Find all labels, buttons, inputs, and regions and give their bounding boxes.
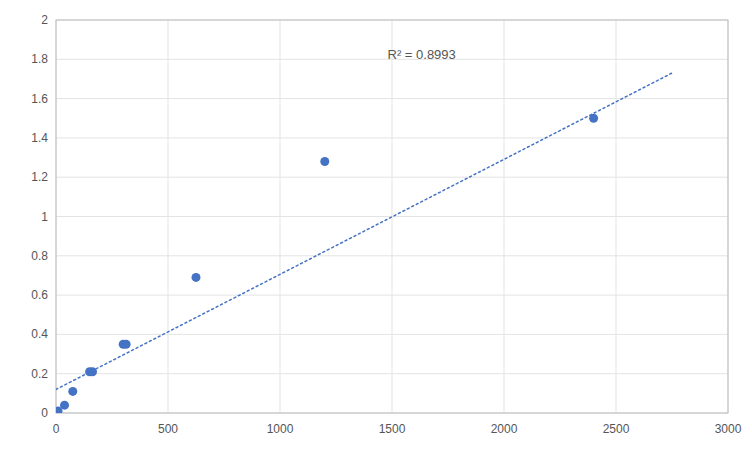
chart-container: 0 500 1000 1500 2000 2500 3000 0 0.2 0.4 0.6 0.8 1 1.… bbox=[0, 0, 752, 451]
chart: 0 500 1000 1500 2000 2500 3000 0 0.2 0.4 0.6 0.8 1 1.… bbox=[0, 0, 752, 451]
y-tick-label: 1.6 bbox=[31, 92, 48, 106]
y-tick-label: 1.4 bbox=[31, 131, 48, 145]
scatter-point bbox=[122, 340, 131, 349]
x-tick-label: 2500 bbox=[603, 422, 630, 436]
grid-line-y bbox=[56, 255, 728, 256]
y-tick-label: 0 bbox=[41, 406, 48, 420]
plot-frame bbox=[56, 20, 728, 413]
tick-labels: 0 500 1000 1500 2000 2500 3000 0 0.2 0.4 0.6 0.8 1 1.… bbox=[31, 13, 741, 436]
scatter-point bbox=[68, 387, 77, 396]
x-tick-label: 0 bbox=[53, 422, 60, 436]
y-tick-label: 0.6 bbox=[31, 288, 48, 302]
plot-area bbox=[56, 73, 672, 413]
y-tick-label: 1 bbox=[41, 210, 48, 224]
x-tick-label: 1500 bbox=[379, 422, 406, 436]
x-tick-label: 3000 bbox=[715, 422, 742, 436]
y-tick-label: 1.8 bbox=[31, 52, 48, 66]
grid-line-y bbox=[56, 177, 728, 178]
x-tick-label: 1000 bbox=[267, 422, 294, 436]
grid bbox=[56, 20, 728, 413]
annotation: R² = 0.8993 bbox=[388, 47, 456, 62]
grid-line-y bbox=[56, 98, 728, 99]
grid-line-y bbox=[56, 334, 728, 335]
scatter-point bbox=[320, 157, 329, 166]
grid-line-y bbox=[56, 373, 728, 374]
y-tick-label: 1.2 bbox=[31, 170, 48, 184]
x-tick-label: 2000 bbox=[491, 422, 518, 436]
y-tick-label: 0.4 bbox=[31, 327, 48, 341]
scatter-point bbox=[60, 401, 69, 410]
grid-line-y bbox=[56, 137, 728, 138]
x-tick-label: 500 bbox=[158, 422, 178, 436]
scatter-point bbox=[192, 273, 201, 282]
grid-line-y bbox=[56, 295, 728, 296]
y-tick-label: 0.2 bbox=[31, 367, 48, 381]
y-tick-label: 0.8 bbox=[31, 249, 48, 263]
scatter-point bbox=[88, 367, 97, 376]
trendline bbox=[56, 73, 672, 389]
scatter-point bbox=[589, 114, 598, 123]
y-tick-label: 2 bbox=[41, 13, 48, 27]
